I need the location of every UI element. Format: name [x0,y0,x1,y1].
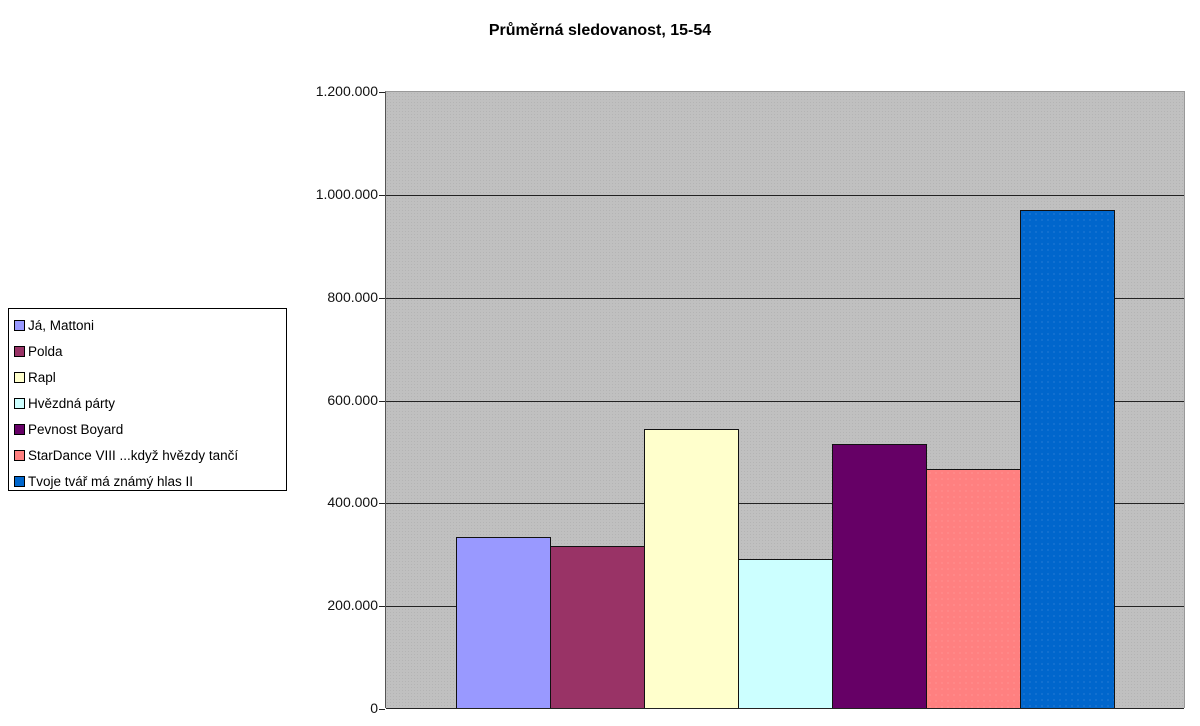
bar-stardance-viii-kdy-hv-zdy-tan- [926,469,1021,708]
legend-swatch-icon [14,319,25,331]
y-tick-label: 400.000 [327,494,378,511]
y-tick-label: 0 [370,700,378,716]
gridline [386,400,1184,402]
legend-item: Hvězdná párty [9,390,286,416]
bar-polda [550,546,645,708]
legend-label: Hvězdná párty [28,395,116,411]
legend-item: Pevnost Boyard [9,416,286,442]
chart-title: Průměrná sledovanost, 15-54 [488,22,712,39]
bar-tvoje-tv-m-zn-m-hlas-ii [1020,210,1115,708]
bar-rapl [644,429,739,708]
legend-label: Tvoje tvář má známý hlas II [28,473,194,489]
gridline [386,503,1184,505]
bar-pevnost-boyard [832,443,927,708]
x-axis-line [386,708,1184,709]
y-tick-label: 1.000.000 [315,185,378,202]
y-tick [379,194,385,196]
bar-hv-zdn-p-rty [738,558,833,708]
legend-swatch-icon [14,423,25,435]
legend-label: Polda [28,343,63,359]
legend-label: Já, Mattoni [28,317,95,333]
plot-area [379,91,1185,710]
legend-item: Rapl [9,364,286,390]
legend-item: Tvoje tvář má známý hlas II [9,468,286,494]
y-tick [379,400,385,402]
gridline [386,297,1184,299]
y-tick-label: 600.000 [327,391,378,408]
y-tick [379,709,385,710]
legend-label: Pevnost Boyard [28,421,124,437]
legend-item: StarDance VIII ...když hvězdy tančí [9,442,286,468]
legend-swatch-icon [14,397,25,409]
y-tick-label: 200.000 [327,597,378,614]
y-tick-label: 800.000 [327,288,378,305]
legend-item: Já, Mattoni [9,312,286,338]
y-tick [379,503,385,505]
legend-label: StarDance VIII ...když hvězdy tančí [28,447,239,463]
bar-j-mattoni [456,536,551,708]
legend-swatch-icon [14,475,25,487]
y-tick [379,297,385,299]
legend-swatch-icon [14,345,25,357]
legend-swatch-icon [14,371,25,383]
legend-label: Rapl [28,369,56,385]
y-tick [379,92,385,93]
legend-item: Polda [9,338,286,364]
gridline [386,194,1184,196]
y-tick-label: 1.200.000 [315,83,378,99]
y-tick [379,606,385,608]
legend: Já, Mattoni Polda Rapl Hvězdná párty Pevnost… [8,308,287,491]
legend-swatch-icon [14,449,25,461]
